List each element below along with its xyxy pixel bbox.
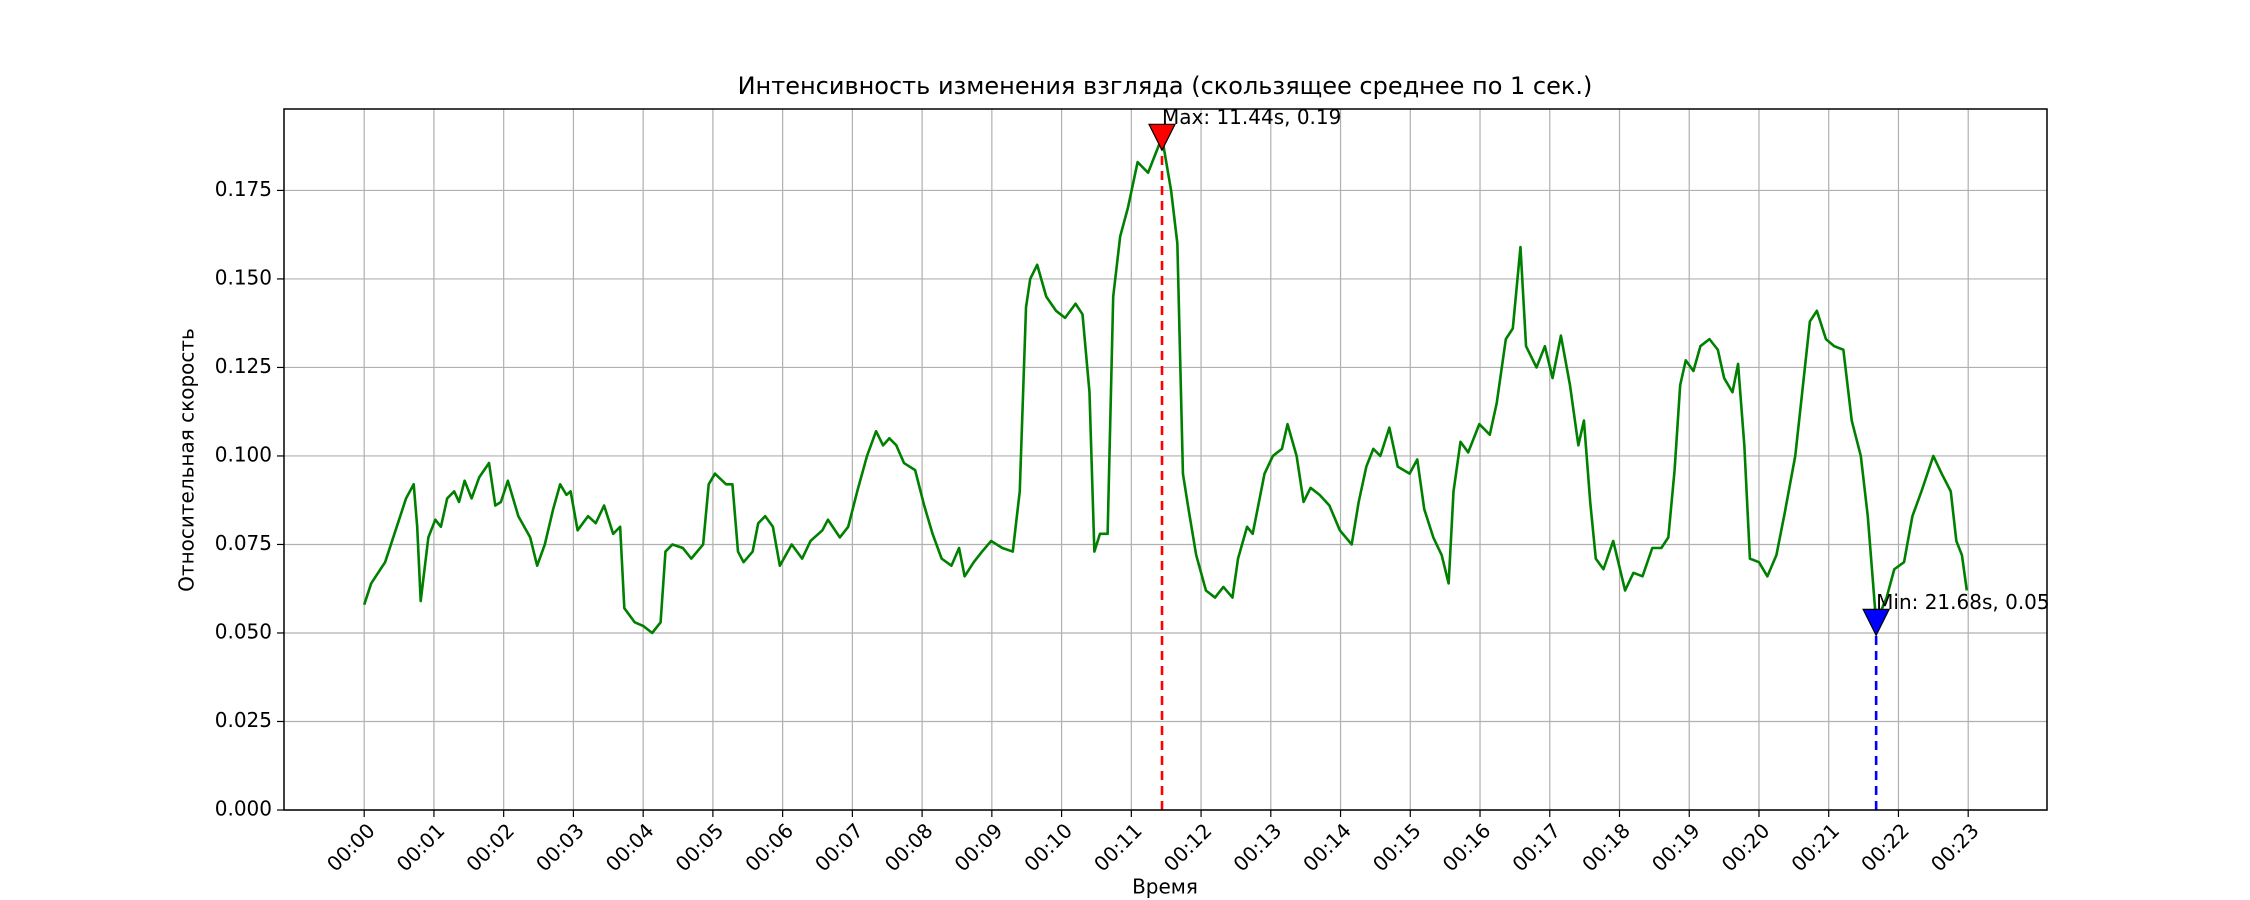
x-tick-label: 00:13 (1229, 818, 1287, 876)
y-tick-label: 0.075 (215, 531, 272, 555)
x-tick-label: 00:11 (1089, 818, 1147, 876)
x-tick-label: 00:08 (880, 818, 938, 876)
x-tick-label: 00:09 (950, 818, 1008, 876)
x-tick-label: 00:01 (392, 818, 450, 876)
plot-frame (283, 108, 2048, 811)
x-tick-label: 00:19 (1647, 818, 1705, 876)
y-tick-label: 0.050 (215, 619, 272, 643)
annotation-marker (1862, 608, 1891, 637)
x-tick-label: 00:14 (1298, 818, 1356, 876)
x-tick-label: 00:17 (1507, 818, 1565, 876)
x-tick-label: 00:02 (461, 818, 519, 876)
y-tick-label: 0.175 (215, 177, 272, 201)
x-tick-label: 00:15 (1368, 818, 1426, 876)
x-tick-label: 00:18 (1577, 818, 1635, 876)
data-line (362, 136, 1969, 635)
annotation-label: Min: 21.68s, 0.05 (1876, 590, 2050, 614)
x-tick-label: 00:22 (1856, 818, 1914, 876)
y-tick-label: 0.150 (215, 265, 272, 289)
y-tick-label: 0.125 (215, 354, 272, 378)
x-tick-label: 00:05 (671, 818, 729, 876)
x-tick-label: 00:07 (810, 818, 868, 876)
x-tick-label: 00:04 (601, 818, 659, 876)
x-tick-label: 00:16 (1438, 818, 1496, 876)
chart-title: Интенсивность изменения взгляда (скользя… (738, 72, 1593, 100)
annotation-marker (1148, 123, 1176, 152)
x-tick-label: 00:12 (1159, 818, 1217, 876)
y-tick-label: 0.000 (215, 797, 272, 821)
x-tick-label: 00:06 (740, 818, 798, 876)
x-tick-label: 00:20 (1717, 818, 1775, 876)
x-axis-label: Время (1132, 875, 1198, 899)
x-tick-label: 00:23 (1926, 818, 1984, 876)
y-tick-label: 0.100 (215, 442, 272, 466)
y-tick-label: 0.025 (215, 708, 272, 732)
x-tick-label: 00:21 (1786, 818, 1844, 876)
y-axis-label: Относительная скорость (175, 328, 199, 592)
x-tick-label: 00:03 (531, 818, 589, 876)
x-tick-label: 00:00 (322, 818, 380, 876)
x-tick-label: 00:10 (1019, 818, 1077, 876)
